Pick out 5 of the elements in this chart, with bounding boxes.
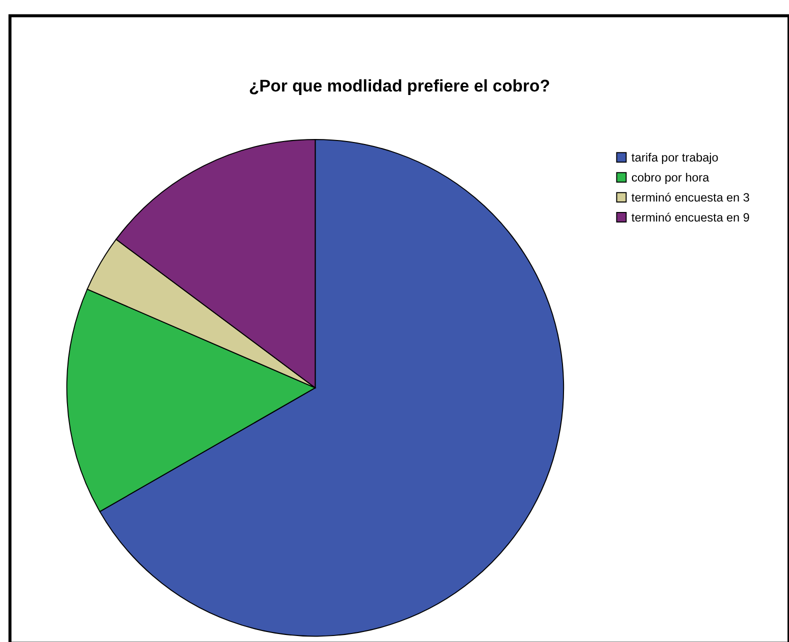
legend-label: cobro por hora [631,170,710,184]
legend-label: tarifa por trabajo [631,150,719,164]
chart-title: ¿Por que modlidad prefiere el cobro? [248,76,550,96]
legend-label: terminó encuesta en 3 [631,190,750,204]
legend-label: terminó encuesta en 9 [631,210,750,224]
